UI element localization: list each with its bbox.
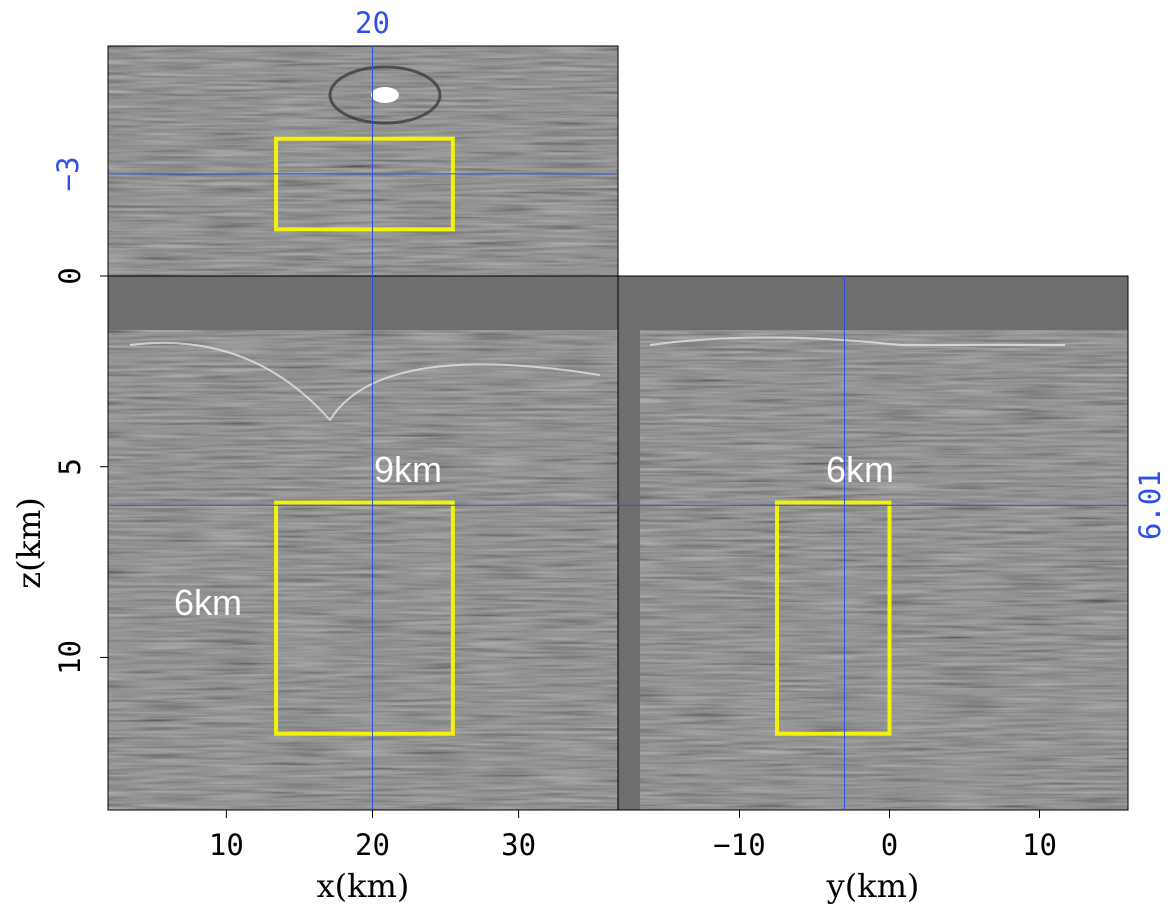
y-tick-label: 0 xyxy=(881,828,898,862)
y-axis-label: y(km) xyxy=(826,867,920,905)
side-section xyxy=(618,276,1128,810)
highlight-box xyxy=(274,136,455,232)
z-tick-label: 0 xyxy=(53,267,87,284)
z-axis-label: z(km) xyxy=(10,497,48,589)
panel-texture xyxy=(640,330,1128,810)
front-section xyxy=(108,276,618,810)
highlight-box xyxy=(775,500,892,736)
x-tick-label: 10 xyxy=(209,828,244,862)
z-tick-label: 10 xyxy=(53,640,87,675)
annotation: 6km xyxy=(174,582,242,623)
y-tick-label: −10 xyxy=(713,828,765,862)
annotation: 9km xyxy=(374,449,442,490)
x-tick-label: 30 xyxy=(501,828,536,862)
highlight-box xyxy=(274,500,455,736)
z-tick-label: 5 xyxy=(53,458,87,475)
texture xyxy=(649,336,1065,346)
panel-texture xyxy=(108,330,618,810)
crosshair-y-label: −3 xyxy=(51,156,85,191)
texture xyxy=(328,65,442,125)
depth-slice xyxy=(108,46,618,276)
x-tick-label: 20 xyxy=(355,828,390,862)
y-tick-label: 10 xyxy=(1022,828,1057,862)
texture xyxy=(371,87,399,103)
annotation: 6km xyxy=(826,449,894,490)
crosshair-z-label: 6.01 xyxy=(1133,470,1167,540)
texture xyxy=(129,341,601,422)
panel-texture xyxy=(108,46,618,276)
crosshair-x-label: 20 xyxy=(355,6,390,40)
x-axis-label: x(km) xyxy=(317,867,410,905)
